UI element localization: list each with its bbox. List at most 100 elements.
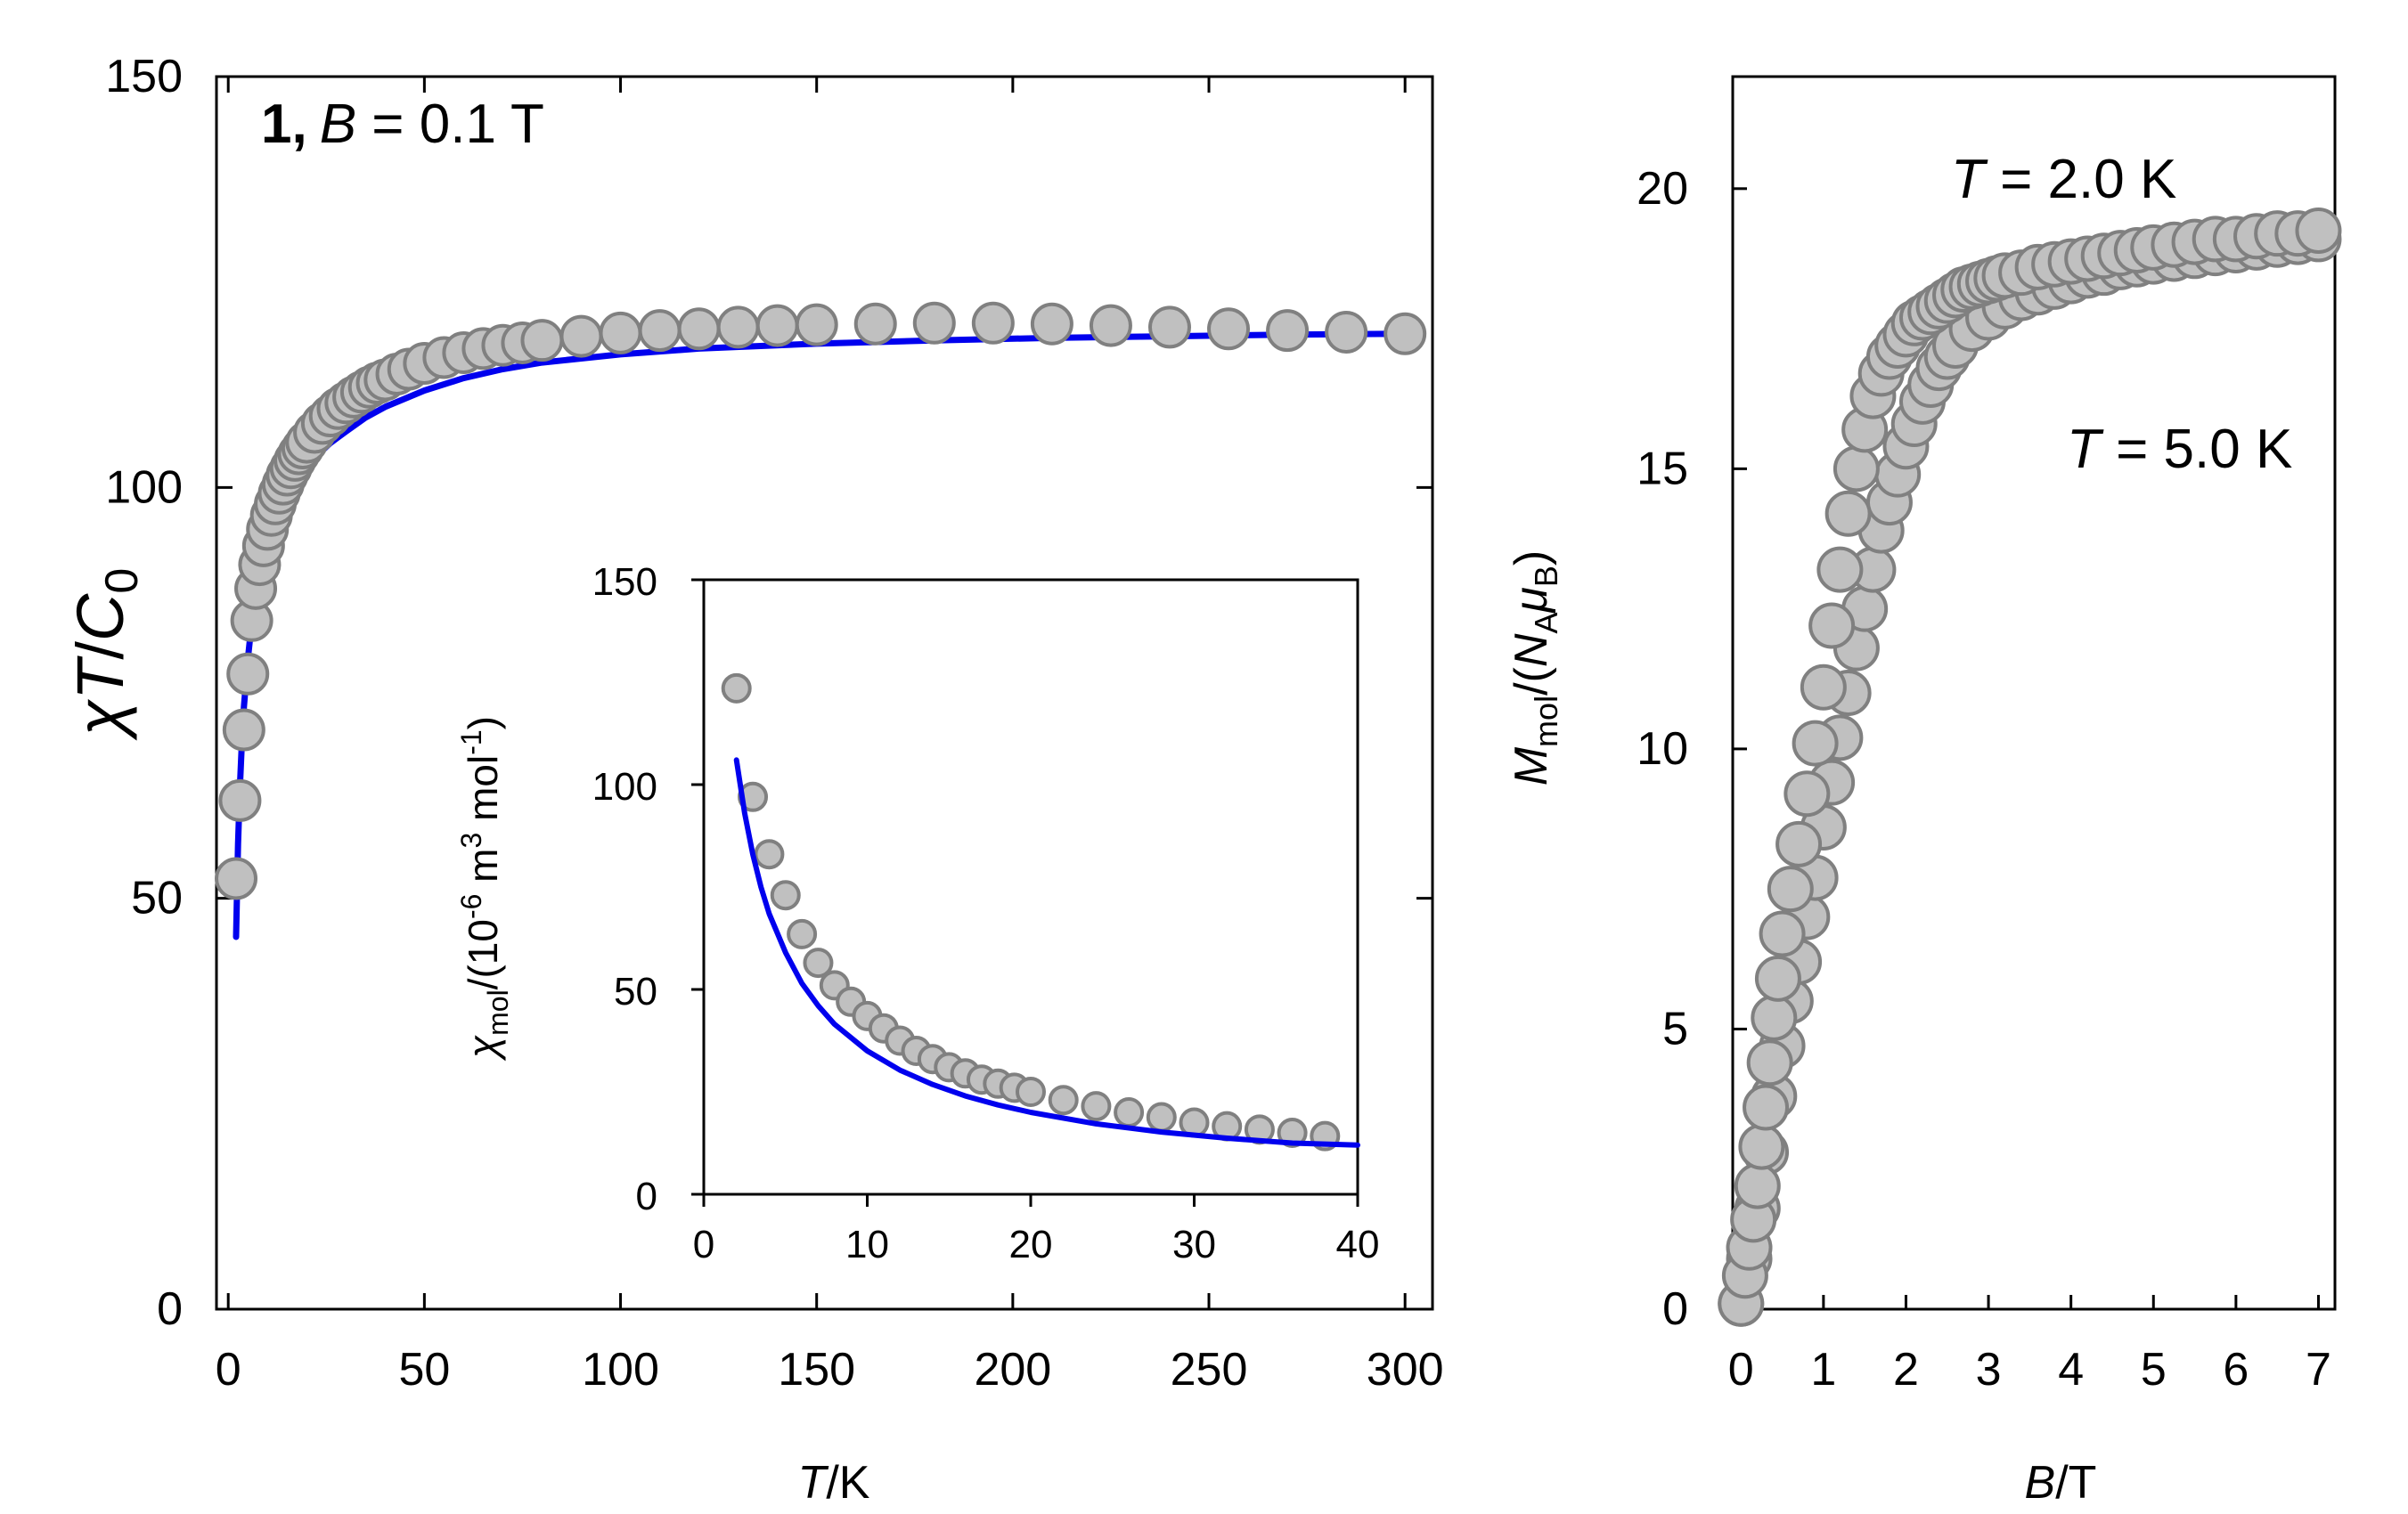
inset-data-point — [803, 948, 834, 979]
mag-data-point-2K — [1738, 1123, 1785, 1170]
mag-xtick-label: 7 — [2306, 1344, 2331, 1396]
inset-data-point — [721, 672, 752, 704]
mag-data-point-2K — [1759, 910, 1806, 957]
magnetization-panel: 0 1 2 3 4 5 6 7 0 5 10 15 20 T = 2.0 K T = 5.0 K B/T… — [1506, 75, 2342, 1509]
mag-xtick-label: 0 — [1728, 1344, 1754, 1396]
main-annotation-rest: = 0.1 T — [356, 94, 544, 155]
main-data-point — [638, 309, 682, 353]
main-data-point — [226, 652, 270, 696]
mag-x-axis-unit: /T — [2055, 1457, 2096, 1509]
inset-y-axis-sup2: 3 — [455, 833, 487, 849]
mag-data-point-2K — [1734, 1162, 1781, 1209]
mag-y-axis-mid: /( — [1506, 666, 1557, 695]
main-xtick-label: 200 — [974, 1344, 1051, 1396]
main-data-point — [1089, 304, 1132, 347]
mag-data-point-2K — [1746, 1039, 1793, 1087]
inset-data-point — [1081, 1091, 1112, 1122]
mag-points-2K-layer — [1718, 208, 2342, 1327]
main-ytick-label: 0 — [157, 1283, 183, 1335]
main-annotation-var: B — [320, 94, 356, 155]
main-data-point — [559, 314, 603, 358]
main-data-point — [1325, 310, 1368, 354]
mag-y-axis-end: ) — [1506, 550, 1557, 566]
main-xtick-label: 150 — [778, 1344, 855, 1396]
mag-data-point-2K — [1808, 602, 1856, 649]
main-data-point — [520, 319, 564, 362]
main-data-point — [1147, 305, 1191, 349]
inset-xtick-label: 0 — [693, 1223, 714, 1266]
inset-xtick-label: 10 — [845, 1223, 889, 1266]
mag-ticks: 0 1 2 3 4 5 6 7 0 5 10 15 20 — [1637, 163, 2331, 1396]
main-y-axis-sub: 0 — [96, 568, 148, 594]
mag-data-point-2K — [1816, 546, 1864, 593]
inset-data-point — [787, 918, 818, 949]
main-ytick-label: 100 — [105, 461, 183, 513]
main-data-point — [912, 301, 956, 345]
inset-ticks: 0 10 20 30 40 0 50 100 150 — [592, 560, 1380, 1266]
main-data-point — [795, 303, 838, 346]
mag-y-axis-sub3: B — [1528, 566, 1564, 587]
main-annotation: 1, B = 0.1 T — [261, 94, 544, 155]
mag-annotation-5K-var: T — [2067, 419, 2104, 480]
main-xtick-label: 300 — [1367, 1344, 1444, 1396]
mag-data-point-2K — [1792, 720, 1839, 767]
inset-points-layer — [721, 672, 1341, 1152]
main-data-point — [215, 857, 258, 900]
inset-y-axis-sup3: -1 — [455, 729, 487, 754]
mag-data-point-2K — [1767, 866, 1814, 913]
inset-data-point — [754, 839, 785, 870]
inset-y-axis-label: χmol/(10-6 m3 mol-1) — [455, 716, 514, 1062]
mag-y-axis-mu: μ — [1506, 587, 1557, 615]
mag-x-axis-label: B/T — [2025, 1457, 2097, 1509]
mag-y-axis-n: N — [1506, 633, 1557, 667]
inset-ytick-label: 0 — [636, 1175, 657, 1218]
main-data-point — [755, 304, 799, 347]
main-y-axis-chi: χ — [63, 698, 137, 741]
mag-data-point-2K — [1751, 994, 1798, 1041]
mag-data-point-2K — [1784, 770, 1831, 818]
inset-data-point — [1146, 1102, 1177, 1133]
mag-xtick-label: 1 — [1810, 1344, 1836, 1396]
main-data-point — [1030, 302, 1073, 346]
main-x-axis-label: T/K — [798, 1457, 870, 1509]
main-y-axis-c: C — [63, 593, 137, 641]
mag-data-point-2K — [1824, 490, 1872, 537]
main-data-point — [677, 307, 721, 351]
inset-ytick-label: 150 — [592, 560, 657, 604]
main-x-axis-unit: /K — [826, 1457, 869, 1509]
main-xtick-label: 50 — [398, 1344, 450, 1396]
main-xtick-label: 100 — [582, 1344, 659, 1396]
main-xtick-label: 0 — [216, 1344, 241, 1396]
inset-fit-layer — [733, 757, 1360, 1148]
mag-ytick-label: 0 — [1662, 1283, 1688, 1335]
mag-xtick-label: 3 — [1976, 1344, 2002, 1396]
main-points-layer — [215, 301, 1427, 900]
main-data-point — [716, 305, 760, 349]
main-annotation-bold: 1, — [261, 94, 307, 155]
main-ytick-label: 50 — [131, 873, 183, 924]
mag-annotation-2K: T = 2.0 K — [1951, 149, 2176, 210]
mag-annotation-5K: T = 5.0 K — [2067, 419, 2292, 480]
main-ytick-label: 150 — [105, 51, 183, 102]
main-data-point — [1266, 309, 1310, 353]
inset-ytick-label: 50 — [614, 970, 657, 1013]
mag-data-point-2K — [2295, 208, 2342, 254]
main-y-axis-label: χT/C0 — [63, 568, 148, 742]
main-data-point — [1384, 312, 1427, 355]
mag-y-axis-label: Mmol/(NAμB) — [1506, 550, 1564, 786]
main-y-axis-slash: / — [63, 641, 137, 660]
inset-data-point — [1016, 1077, 1046, 1107]
inset-xtick-label: 40 — [1336, 1223, 1380, 1266]
main-data-point — [599, 311, 642, 354]
main-xtick-label: 250 — [1171, 1344, 1248, 1396]
mag-data-point-2K — [1775, 820, 1823, 867]
main-data-point — [1207, 307, 1251, 351]
inset-ytick-label: 100 — [592, 765, 657, 809]
mag-data-point-2K — [1833, 445, 1880, 492]
main-data-point — [971, 301, 1015, 345]
mag-xtick-label: 5 — [2141, 1344, 2167, 1396]
mag-x-axis-var: B — [2025, 1457, 2056, 1509]
inset-y-axis-unit: m — [460, 848, 506, 893]
